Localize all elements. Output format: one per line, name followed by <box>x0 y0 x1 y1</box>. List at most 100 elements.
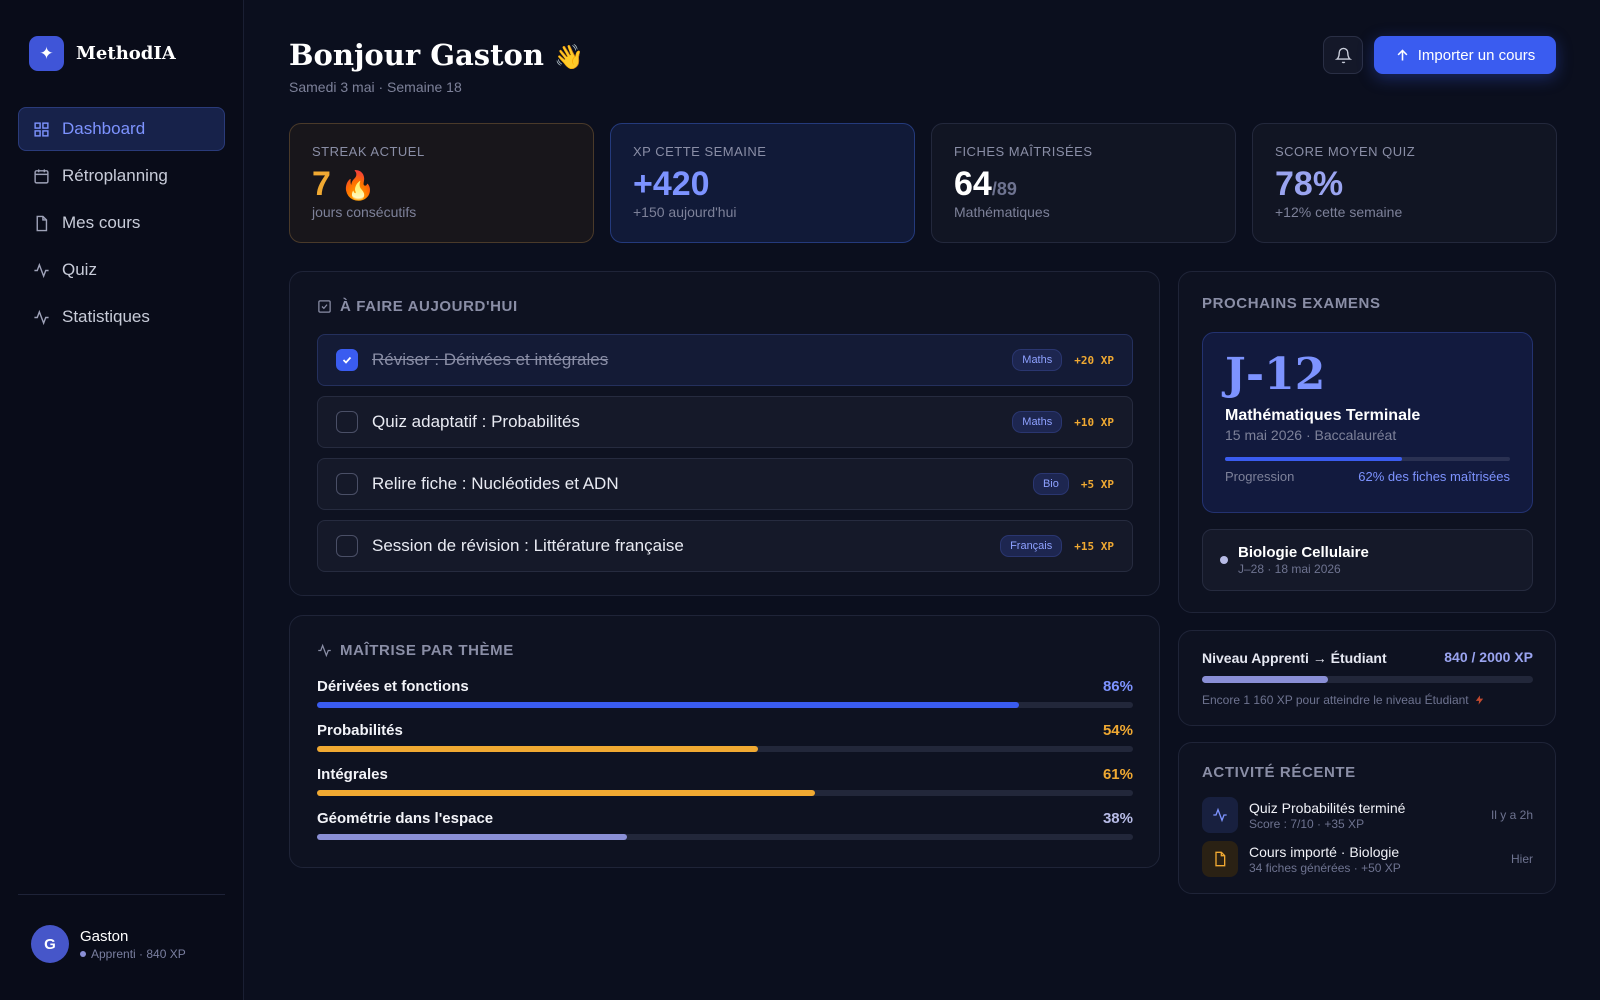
exam-progress-bar <box>1225 457 1510 461</box>
sidebar-item-mes-cours[interactable]: Mes cours <box>18 201 225 245</box>
mastery-row: Dérivées et fonctions 86% <box>317 678 1133 708</box>
stat-sub: jours consécutifs <box>312 204 417 220</box>
mastery-pct: 86% <box>1102 678 1133 695</box>
sidebar-item-quiz[interactable]: Quiz <box>18 248 225 292</box>
activity-item[interactable]: Cours importé · Biologie 34 fiches génér… <box>1202 839 1533 879</box>
sidebar-divider <box>18 894 225 895</box>
stat-sub: Mathématiques <box>954 204 1050 220</box>
mastery-name: Intégrales <box>317 766 388 783</box>
xp-reward: +15 XP <box>1074 539 1114 553</box>
activity-icon <box>34 262 49 278</box>
mastery-pct: 61% <box>1102 766 1133 783</box>
fiches-value: 64 <box>954 165 992 203</box>
exams-panel: PROCHAINS EXAMENS J-12 Mathématiques Ter… <box>1178 271 1556 613</box>
sidebar-item-dashboard[interactable]: Dashboard <box>18 107 225 151</box>
stat-sub: +12% cette semaine <box>1275 204 1403 220</box>
todo-checkbox[interactable] <box>336 535 358 557</box>
todo-checkbox[interactable] <box>336 349 358 371</box>
stat-value: +420 <box>633 165 892 204</box>
user-name: Gaston <box>80 927 129 945</box>
import-course-label: Importer un cours <box>1417 46 1536 64</box>
mastery-bar <box>317 790 1133 796</box>
progress-label: Progression <box>1225 469 1295 484</box>
sidebar-item-label: Rétroplanning <box>62 166 168 185</box>
exam-card-next[interactable]: Biologie Cellulaire J–28 · 18 mai 2026 <box>1202 529 1533 591</box>
subject-tag: Maths <box>1012 411 1063 433</box>
app-logo[interactable]: ✦ MethodIA <box>29 36 176 71</box>
level-dot-icon <box>80 950 86 957</box>
todo-text: Réviser : Dérivées et intégrales <box>372 350 609 369</box>
exam-card-main[interactable]: J-12 Mathématiques Terminale 15 mai 2026… <box>1202 332 1533 513</box>
exam-progress-fill <box>1225 457 1402 461</box>
activity-title: Quiz Probabilités terminé <box>1249 799 1406 816</box>
todo-checkbox[interactable] <box>336 473 358 495</box>
grid-icon <box>34 121 49 137</box>
todo-panel: À FAIRE AUJOURD'HUI Réviser : Dérivées e… <box>289 271 1160 596</box>
xp-reward: +5 XP <box>1080 477 1114 491</box>
exam-name: Mathématiques Terminale <box>1225 407 1421 424</box>
mastery-row: Probabilités 54% <box>317 722 1133 752</box>
activity-time: Il y a 2h <box>1490 808 1533 822</box>
todo-item[interactable]: Session de révision : Littérature frança… <box>317 520 1133 572</box>
sparkle-icon: ✦ <box>29 36 64 71</box>
sidebar-item-label: Dashboard <box>62 119 146 138</box>
wave-icon: 👋 <box>554 43 584 71</box>
avatar: G <box>31 925 69 963</box>
exam-countdown: J-12 <box>1225 349 1326 400</box>
stat-card-fiches: FICHES MAÎTRISÉES 64 /89 Mathématiques <box>931 123 1236 243</box>
activity-sub: 34 fiches générées · +50 XP <box>1249 860 1401 875</box>
xp-reward: +10 XP <box>1074 415 1114 429</box>
fiches-total: /89 <box>991 179 1017 199</box>
page-title: Bonjour Gaston 👋 <box>289 38 584 72</box>
mastery-bar-fill <box>317 790 815 796</box>
mastery-pct: 38% <box>1102 810 1133 827</box>
stat-sub: +150 aujourd'hui <box>633 204 737 220</box>
todo-item[interactable]: Réviser : Dérivées et intégrales Maths +… <box>317 334 1133 386</box>
activity-sub: Score : 7/10 · +35 XP <box>1249 816 1365 831</box>
stat-card-quiz: SCORE MOYEN QUIZ 78% +12% cette semaine <box>1252 123 1557 243</box>
user-profile[interactable]: G Gaston Apprenti · 840 XP <box>31 925 186 963</box>
mastery-name: Dérivées et fonctions <box>317 678 469 695</box>
level-progress-bar <box>1202 676 1533 683</box>
mastery-row: Géométrie dans l'espace 38% <box>317 810 1133 840</box>
activity-title: Cours importé · Biologie <box>1249 843 1400 860</box>
activity-icon <box>1202 797 1238 833</box>
stat-label: XP CETTE SEMAINE <box>633 144 767 159</box>
stat-card-xp: XP CETTE SEMAINE +420 +150 aujourd'hui <box>610 123 915 243</box>
mastery-bar <box>317 834 1133 840</box>
subject-tag: Maths <box>1012 349 1063 371</box>
sidebar-item-label: Mes cours <box>62 213 141 232</box>
xp-reward: +20 XP <box>1074 353 1114 367</box>
exam-name: Biologie Cellulaire <box>1238 544 1369 561</box>
activity-item[interactable]: Quiz Probabilités terminé Score : 7/10 ·… <box>1202 795 1533 835</box>
quiz-score-value: 78% <box>1275 165 1344 203</box>
todo-item[interactable]: Quiz adaptatif : Probabilités Maths +10 … <box>317 396 1133 448</box>
sidebar: ✦ MethodIA Dashboard Rétroplanning Mes c… <box>0 0 244 1000</box>
mastery-bar <box>317 702 1133 708</box>
level-panel: Niveau Apprenti → Étudiant 840 / 2000 XP… <box>1178 630 1556 726</box>
subject-tag: Bio <box>1032 473 1069 495</box>
sidebar-item-label: Statistiques <box>62 307 150 326</box>
stat-card-streak: STREAK ACTUEL 7 🔥 jours consécutifs <box>289 123 594 243</box>
activity-time: Hier <box>1510 852 1533 866</box>
activity-icon <box>318 643 331 658</box>
sidebar-item-retroplanning[interactable]: Rétroplanning <box>18 154 225 198</box>
todo-checkbox[interactable] <box>336 411 358 433</box>
activity-panel: ACTIVITÉ RÉCENTE Quiz Probabilités termi… <box>1178 742 1556 894</box>
sidebar-item-statistiques[interactable]: Statistiques <box>18 295 225 339</box>
todo-item[interactable]: Relire fiche : Nucléotides et ADN Bio +5… <box>317 458 1133 510</box>
import-course-button[interactable]: Importer un cours <box>1374 36 1556 74</box>
user-level: Apprenti · 840 XP <box>80 947 186 961</box>
panel-title: À FAIRE AUJOURD'HUI <box>317 298 518 315</box>
level-title: Niveau Apprenti → Étudiant <box>1202 650 1387 666</box>
mastery-bar-fill <box>317 746 758 752</box>
stat-value: 78% <box>1275 165 1534 204</box>
stat-label: STREAK ACTUEL <box>312 144 425 159</box>
progress-text: 62% des fiches maîtrisées <box>1358 469 1510 484</box>
panel-title: PROCHAINS EXAMENS <box>1202 295 1381 312</box>
notifications-button[interactable] <box>1323 36 1363 74</box>
todo-text: Quiz adaptatif : Probabilités <box>372 412 580 431</box>
calendar-icon <box>34 168 49 184</box>
level-progress-fill <box>1202 676 1328 683</box>
activity-icon <box>34 309 49 325</box>
